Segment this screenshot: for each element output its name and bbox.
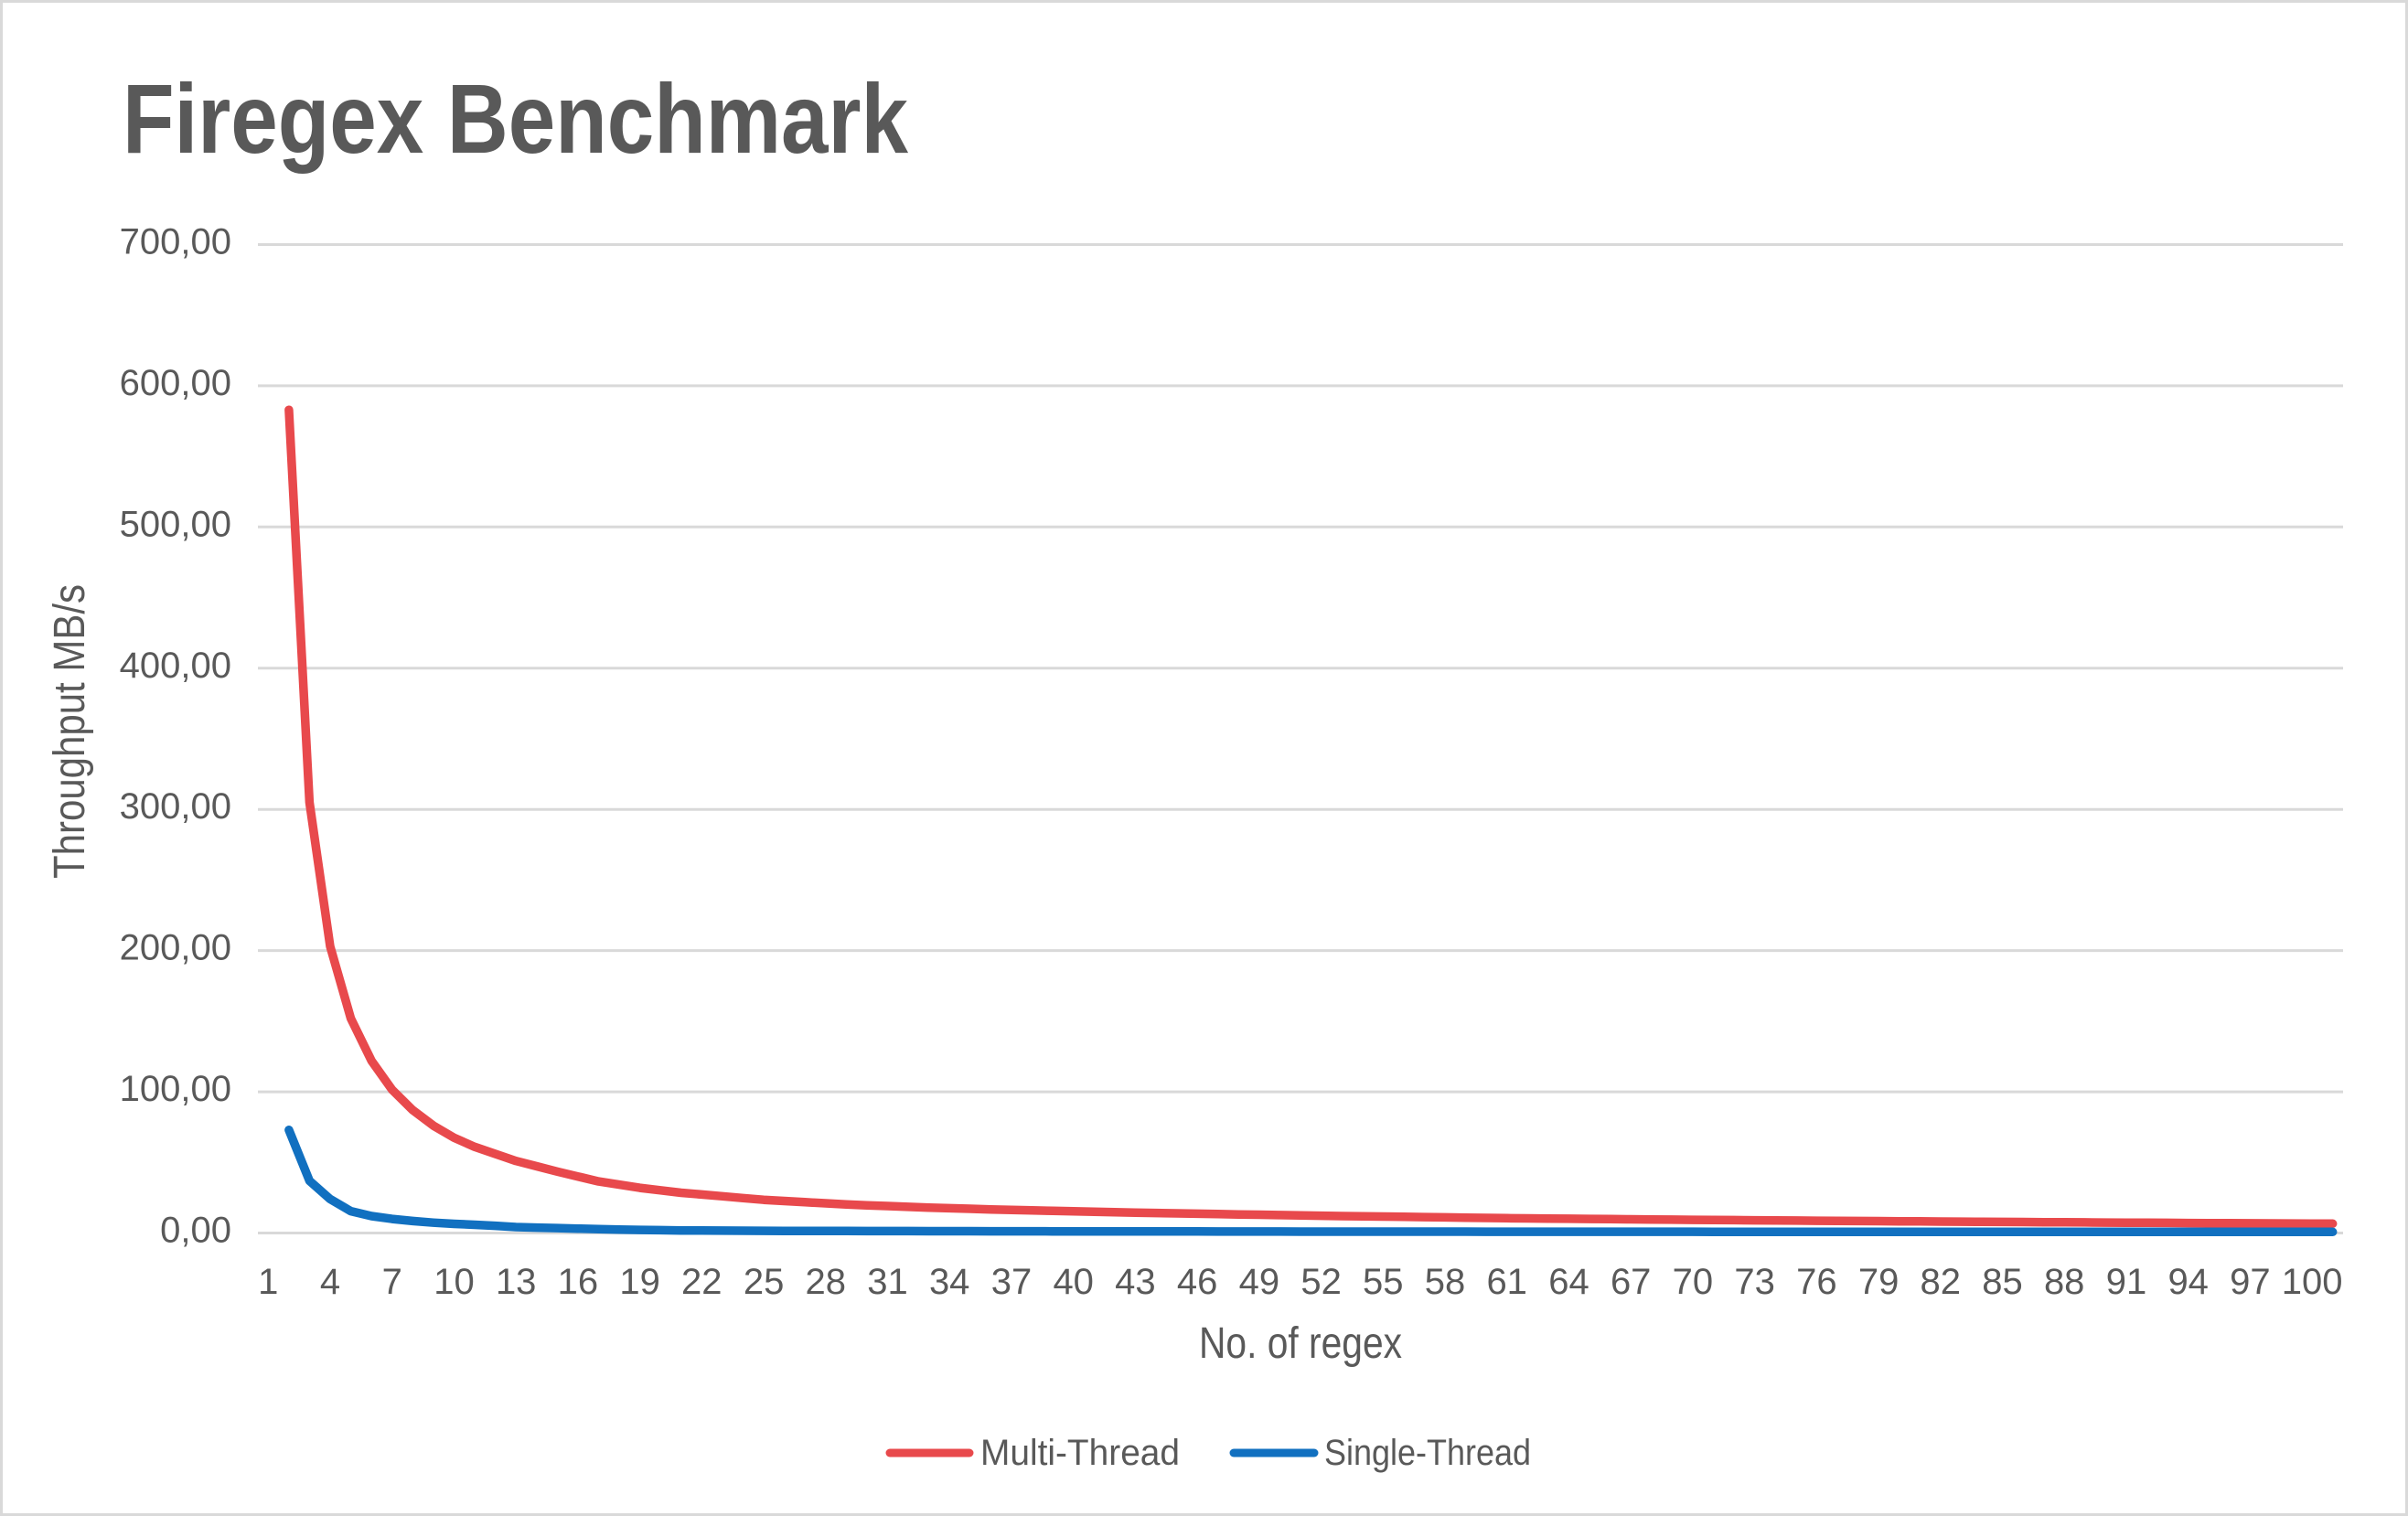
svg-text:46: 46 [1177,1262,1218,1302]
svg-text:94: 94 [2167,1262,2209,1302]
svg-text:73: 73 [1734,1262,1775,1302]
svg-text:64: 64 [1548,1262,1589,1302]
svg-text:13: 13 [496,1262,537,1302]
svg-text:70: 70 [1673,1262,1714,1302]
svg-text:100,00: 100,00 [120,1069,231,1109]
svg-text:16: 16 [558,1262,599,1302]
svg-text:10: 10 [433,1262,475,1302]
svg-text:No. of regex: No. of regex [1199,1319,1402,1368]
svg-text:Throughput MB/s: Throughput MB/s [46,584,94,879]
svg-text:55: 55 [1363,1262,1404,1302]
svg-text:52: 52 [1300,1262,1342,1302]
svg-text:600,00: 600,00 [120,363,231,403]
svg-text:43: 43 [1115,1262,1156,1302]
svg-text:67: 67 [1611,1262,1652,1302]
svg-text:58: 58 [1425,1262,1466,1302]
svg-text:200,00: 200,00 [120,928,231,968]
svg-text:0,00: 0,00 [160,1211,231,1251]
svg-text:40: 40 [1053,1262,1094,1302]
svg-text:28: 28 [806,1262,847,1302]
svg-text:7: 7 [382,1262,402,1302]
svg-text:49: 49 [1239,1262,1280,1302]
svg-text:22: 22 [681,1262,722,1302]
svg-text:61: 61 [1486,1262,1527,1302]
svg-text:Multi-Thread: Multi-Thread [980,1433,1180,1473]
svg-text:25: 25 [744,1262,785,1302]
svg-text:19: 19 [619,1262,660,1302]
svg-text:400,00: 400,00 [120,646,231,686]
svg-text:Firegex Benchmark: Firegex Benchmark [123,63,909,174]
svg-text:34: 34 [929,1262,970,1302]
svg-text:82: 82 [1921,1262,1962,1302]
svg-text:1: 1 [258,1262,278,1302]
svg-text:97: 97 [2230,1262,2271,1302]
svg-text:Single-Thread: Single-Thread [1324,1433,1531,1473]
svg-text:88: 88 [2044,1262,2085,1302]
svg-text:79: 79 [1858,1262,1900,1302]
svg-text:100: 100 [2282,1262,2343,1302]
svg-text:300,00: 300,00 [120,786,231,827]
svg-text:500,00: 500,00 [120,504,231,544]
svg-text:37: 37 [991,1262,1033,1302]
svg-text:85: 85 [1982,1262,2023,1302]
svg-text:31: 31 [867,1262,908,1302]
svg-text:700,00: 700,00 [120,222,231,262]
svg-text:76: 76 [1796,1262,1837,1302]
svg-text:4: 4 [320,1262,340,1302]
svg-text:91: 91 [2106,1262,2147,1302]
